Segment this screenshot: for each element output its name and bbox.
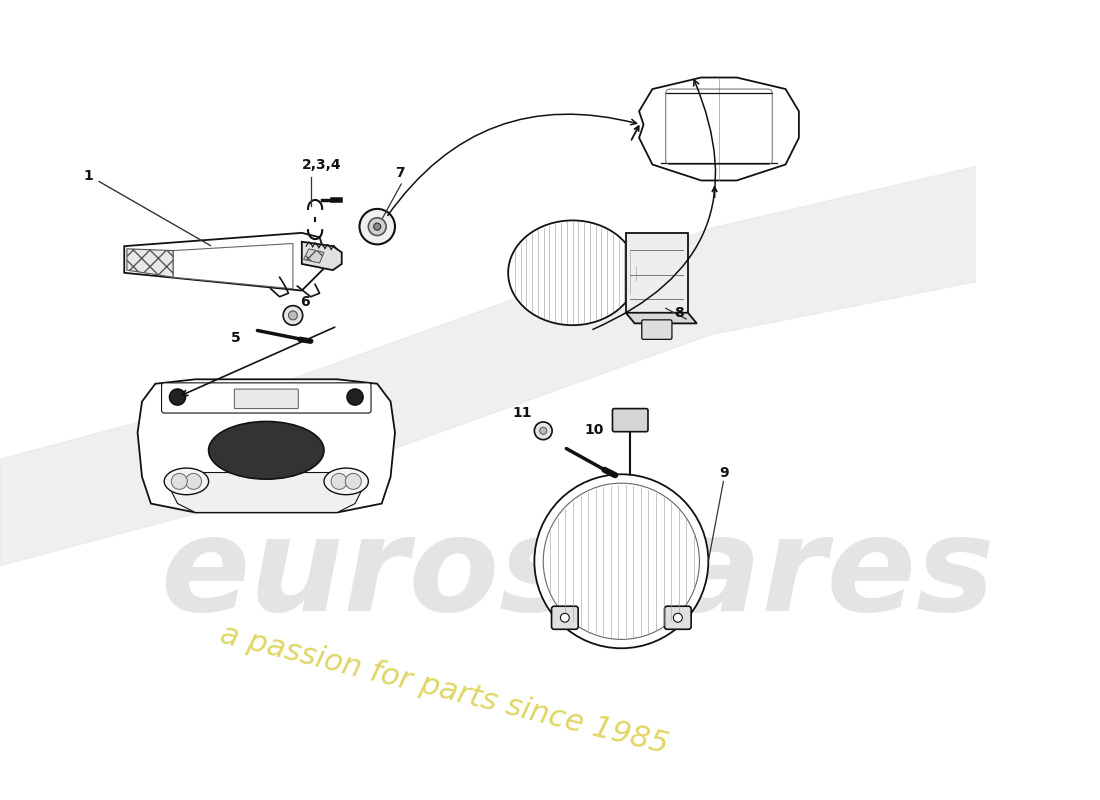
FancyBboxPatch shape [551, 606, 579, 630]
Text: 8: 8 [674, 306, 684, 320]
Circle shape [186, 474, 201, 490]
Polygon shape [301, 242, 342, 270]
Polygon shape [0, 166, 977, 566]
Text: 2,3,4: 2,3,4 [301, 158, 341, 172]
Circle shape [345, 474, 361, 490]
Polygon shape [639, 78, 799, 181]
Ellipse shape [164, 468, 209, 494]
Ellipse shape [324, 468, 369, 494]
FancyBboxPatch shape [162, 383, 371, 413]
Text: 1: 1 [84, 169, 210, 246]
Circle shape [560, 614, 570, 622]
Circle shape [348, 389, 363, 405]
Text: a passion for parts since 1985: a passion for parts since 1985 [217, 620, 671, 760]
FancyBboxPatch shape [234, 389, 298, 409]
Polygon shape [126, 249, 173, 278]
FancyBboxPatch shape [664, 606, 691, 630]
Text: 6: 6 [300, 294, 309, 309]
Polygon shape [168, 473, 364, 513]
Circle shape [360, 209, 395, 244]
FancyArrowPatch shape [387, 114, 637, 215]
Circle shape [169, 389, 186, 405]
Text: 11: 11 [513, 406, 531, 419]
Circle shape [172, 474, 187, 490]
Polygon shape [304, 249, 324, 263]
Circle shape [535, 474, 708, 648]
FancyArrowPatch shape [593, 80, 716, 330]
Circle shape [543, 483, 700, 639]
Circle shape [368, 218, 386, 235]
Polygon shape [626, 313, 696, 323]
Circle shape [540, 427, 547, 434]
Text: 7: 7 [395, 166, 405, 180]
Polygon shape [173, 243, 293, 289]
Polygon shape [124, 233, 329, 290]
Circle shape [288, 311, 297, 320]
Circle shape [374, 223, 381, 230]
Circle shape [673, 614, 682, 622]
Ellipse shape [209, 422, 324, 479]
Text: 5: 5 [231, 331, 241, 345]
Ellipse shape [508, 221, 637, 325]
Polygon shape [138, 379, 395, 513]
Text: 9: 9 [719, 466, 728, 480]
Circle shape [283, 306, 302, 325]
Polygon shape [626, 233, 688, 313]
Circle shape [331, 474, 348, 490]
FancyBboxPatch shape [641, 320, 672, 339]
Circle shape [535, 422, 552, 440]
Text: 10: 10 [584, 423, 604, 438]
Text: eurospares: eurospares [160, 511, 994, 638]
FancyBboxPatch shape [613, 409, 648, 432]
